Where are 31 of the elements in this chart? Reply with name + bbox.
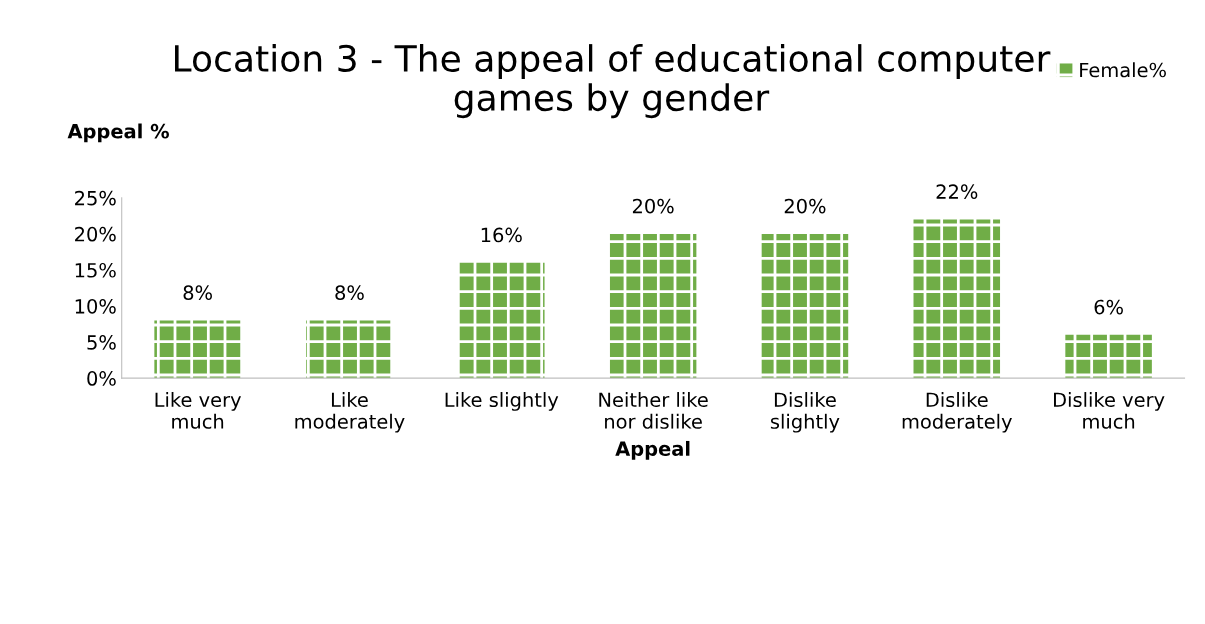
x-tick-label: Like very much — [155, 392, 241, 429]
bar — [154, 320, 241, 379]
chart-title: Location 3 - The appeal of educational computer games by gender — [175, 44, 1051, 119]
bar — [609, 233, 697, 379]
x-tick-label: Neither like nor dislike — [599, 392, 708, 429]
data-label: 22% — [936, 184, 978, 200]
y-tick-label: 0% — [87, 371, 116, 386]
x-tick-label: Like moderately — [295, 392, 405, 433]
x-tick-label: Dislike moderately — [902, 392, 1012, 433]
bar — [913, 219, 1001, 379]
bar — [458, 262, 545, 379]
data-label: 8% — [183, 285, 212, 300]
x-tick-label: Dislike slightly — [770, 392, 840, 433]
y-tick-label: 10% — [75, 298, 116, 314]
x-axis-title: Appeal — [615, 440, 690, 460]
y-tick-label: 5% — [87, 335, 116, 350]
y-tick-label: 20% — [75, 226, 116, 242]
data-label: 8% — [335, 285, 364, 300]
data-label: 16% — [481, 227, 522, 243]
legend-label: Female% — [1080, 62, 1166, 78]
y-axis-title: Appeal % — [67, 123, 169, 143]
bar — [761, 233, 849, 379]
data-label: 20% — [632, 198, 674, 214]
x-tick-label: Like slightly — [445, 392, 559, 411]
bar — [306, 320, 393, 379]
bar — [1065, 334, 1152, 379]
x-tick-label: Dislike very much — [1054, 392, 1165, 429]
data-label: 20% — [784, 198, 826, 214]
data-label: 6% — [1094, 299, 1123, 315]
y-tick-label: 25% — [75, 190, 116, 206]
y-tick-label: 15% — [75, 262, 116, 278]
